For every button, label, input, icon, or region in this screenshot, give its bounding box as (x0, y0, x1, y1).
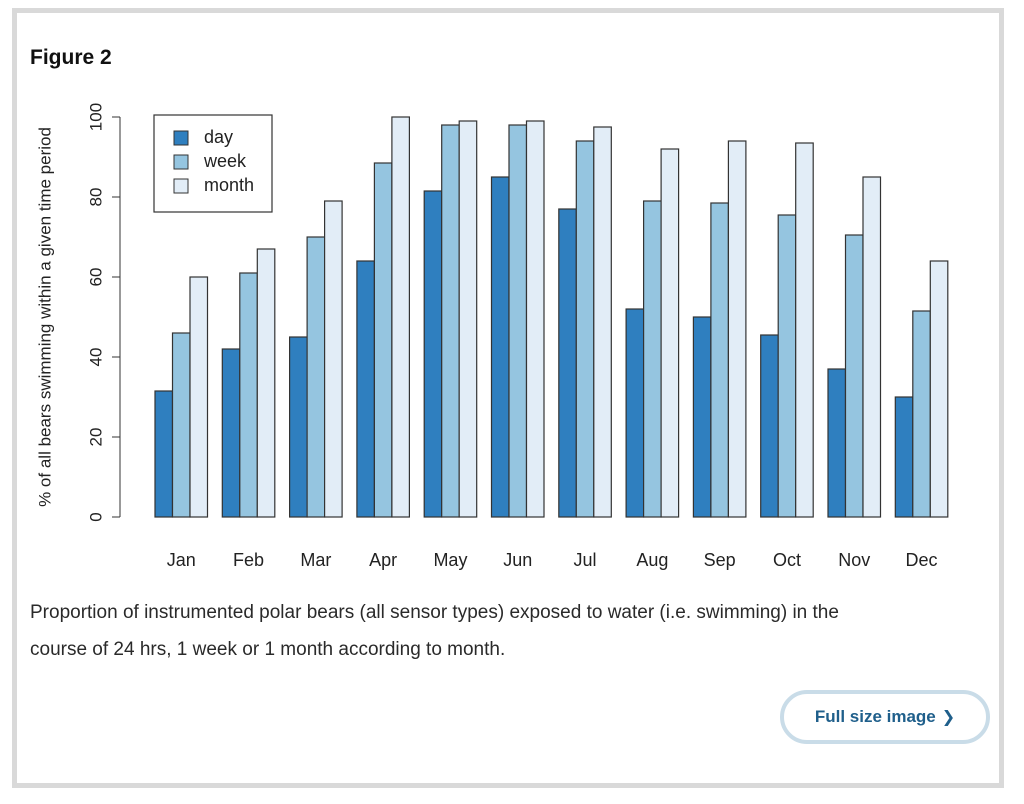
bar-chart: 0 20 40 60 80 100 % of all bears swimming with… (35, 103, 949, 570)
x-tick-label: Dec (906, 550, 938, 570)
bar-day-feb (221, 348, 241, 518)
x-tick-label: Aug (636, 550, 668, 570)
x-tick-label: Mar (300, 550, 331, 570)
figure-caption: Proportion of instrumented polar bears (… (30, 594, 970, 668)
bar-month-jun (525, 120, 545, 518)
x-tick-label: Oct (773, 550, 801, 570)
bar-day-may (423, 190, 443, 518)
full-size-image-label: Full size image (814, 707, 936, 726)
y-axis-label: % of all bears swimming within a given t… (35, 127, 54, 507)
y-tick-label: 80 (86, 188, 105, 207)
bar-day-jan (154, 390, 174, 518)
chevron-right-icon: ❯ (941, 709, 956, 726)
bar-month-nov (862, 176, 882, 518)
bar-month-dec (929, 260, 949, 518)
bar-day-apr (356, 260, 375, 518)
x-tick-label: Apr (369, 550, 397, 570)
bar-week-jul (575, 140, 595, 518)
bar-month-sep (727, 140, 747, 518)
bar-month-aug (660, 148, 680, 518)
y-tick-label: 40 (86, 348, 105, 367)
bar-week-feb (239, 272, 258, 518)
bar-week-sep (710, 202, 730, 518)
y-tick-label: 100 (86, 103, 105, 131)
y-tick-label: 0 (86, 512, 105, 521)
bar-month-oct (795, 142, 814, 518)
bar-day-nov (827, 368, 847, 518)
bar-month-jul (593, 126, 612, 518)
x-tick-label: May (433, 550, 467, 570)
bar-week-apr (373, 162, 393, 518)
x-tick-label: Jan (167, 550, 196, 570)
x-tick-label: Jun (503, 550, 532, 570)
bar-week-nov (844, 234, 864, 518)
legend-label-day: day (204, 127, 233, 147)
bar-day-oct (760, 334, 779, 518)
bar-day-mar (289, 336, 308, 518)
bar-month-apr (391, 116, 410, 518)
x-tick-label: Nov (838, 550, 870, 570)
y-tick-label: 60 (86, 268, 105, 287)
bar-month-feb (256, 248, 276, 518)
bar-day-dec (894, 396, 914, 518)
caption-line-1: Proportion of instrumented polar bears (… (30, 602, 839, 623)
bar-day-aug (625, 308, 645, 518)
legend-swatch-month (173, 178, 189, 194)
x-tick-label: Feb (233, 550, 264, 570)
bar-month-mar (324, 200, 343, 518)
bar-month-may (458, 120, 478, 518)
legend-label-week: week (203, 151, 247, 171)
figure-title: Figure 2 (30, 46, 112, 69)
bar-day-jun (490, 176, 510, 518)
bar-day-sep (692, 316, 712, 518)
y-tick-label: 20 (86, 428, 105, 447)
bar-week-mar (306, 236, 326, 518)
legend-swatch-week (173, 154, 189, 170)
x-tick-label: Jul (574, 550, 597, 570)
bar-week-may (441, 124, 460, 518)
bar-week-dec (912, 310, 931, 518)
caption-line-2: course of 24 hrs, 1 week or 1 month acco… (30, 639, 506, 660)
bar-week-oct (777, 214, 797, 518)
bar-day-jul (558, 208, 577, 518)
bar-week-jan (171, 332, 191, 518)
full-size-image-button[interactable]: Full size image ❯ (780, 690, 990, 744)
bar-week-jun (508, 124, 528, 518)
bar-month-jan (189, 276, 209, 518)
legend-label-month: month (204, 175, 254, 195)
legend-swatch-day (173, 130, 189, 146)
bar-week-aug (642, 200, 662, 518)
x-tick-label: Sep (704, 550, 736, 570)
